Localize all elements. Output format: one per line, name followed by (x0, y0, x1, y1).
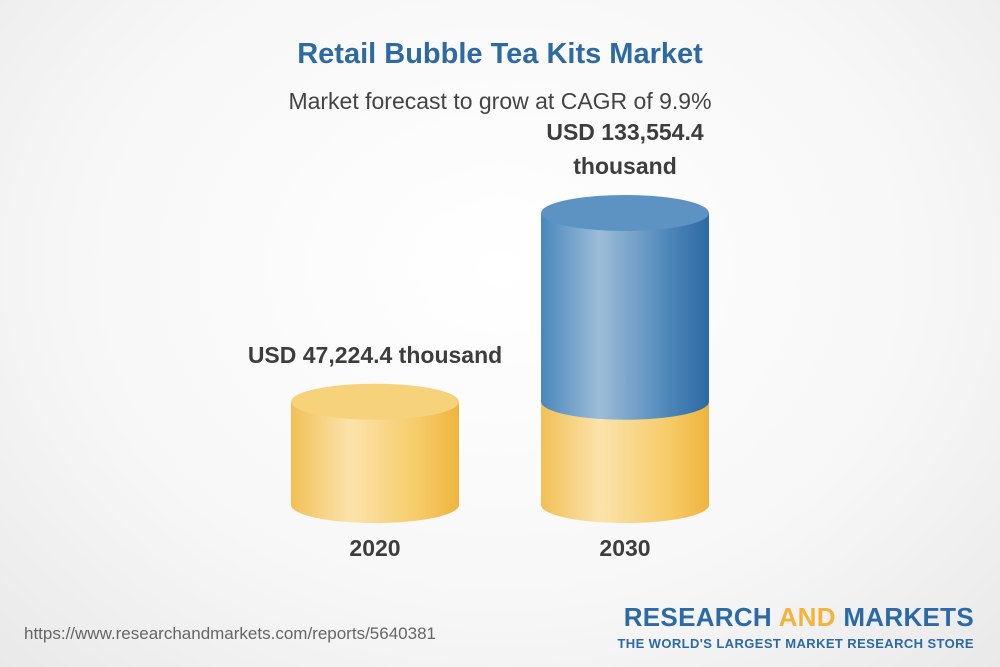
brand-tagline: THE WORLD'S LARGEST MARKET RESEARCH STOR… (617, 636, 974, 651)
logo-text-markets: MARKETS (835, 602, 974, 632)
value-label-2020: USD 47,224.4 thousand (225, 338, 525, 372)
cylinder-bar-2030-base (541, 401, 709, 523)
cylinder-bar-2030-growth (541, 195, 709, 420)
chart-title: Retail Bubble Tea Kits Market (297, 38, 703, 70)
logo-text-research: RESEARCH (623, 602, 779, 632)
source-url[interactable]: https://www.researchandmarkets.com/repor… (24, 624, 436, 643)
chart-subtitle: Market forecast to grow at CAGR of 9.9% (288, 88, 712, 114)
brand-logo[interactable]: RESEARCH AND MARKETS (624, 602, 974, 633)
value-label-line: USD 47,224.4 thousand (247, 341, 503, 368)
category-label-2020: 2020 (349, 535, 401, 561)
value-label-2030: USD 133,554.4 thousand (475, 115, 775, 183)
value-label-line: thousand (573, 153, 677, 179)
value-label-line: USD 133,554.4 (546, 119, 704, 145)
cylinder-bar-2020-base (291, 383, 459, 523)
logo-text-and: AND (778, 602, 836, 632)
category-label-2030: 2030 (599, 535, 651, 561)
